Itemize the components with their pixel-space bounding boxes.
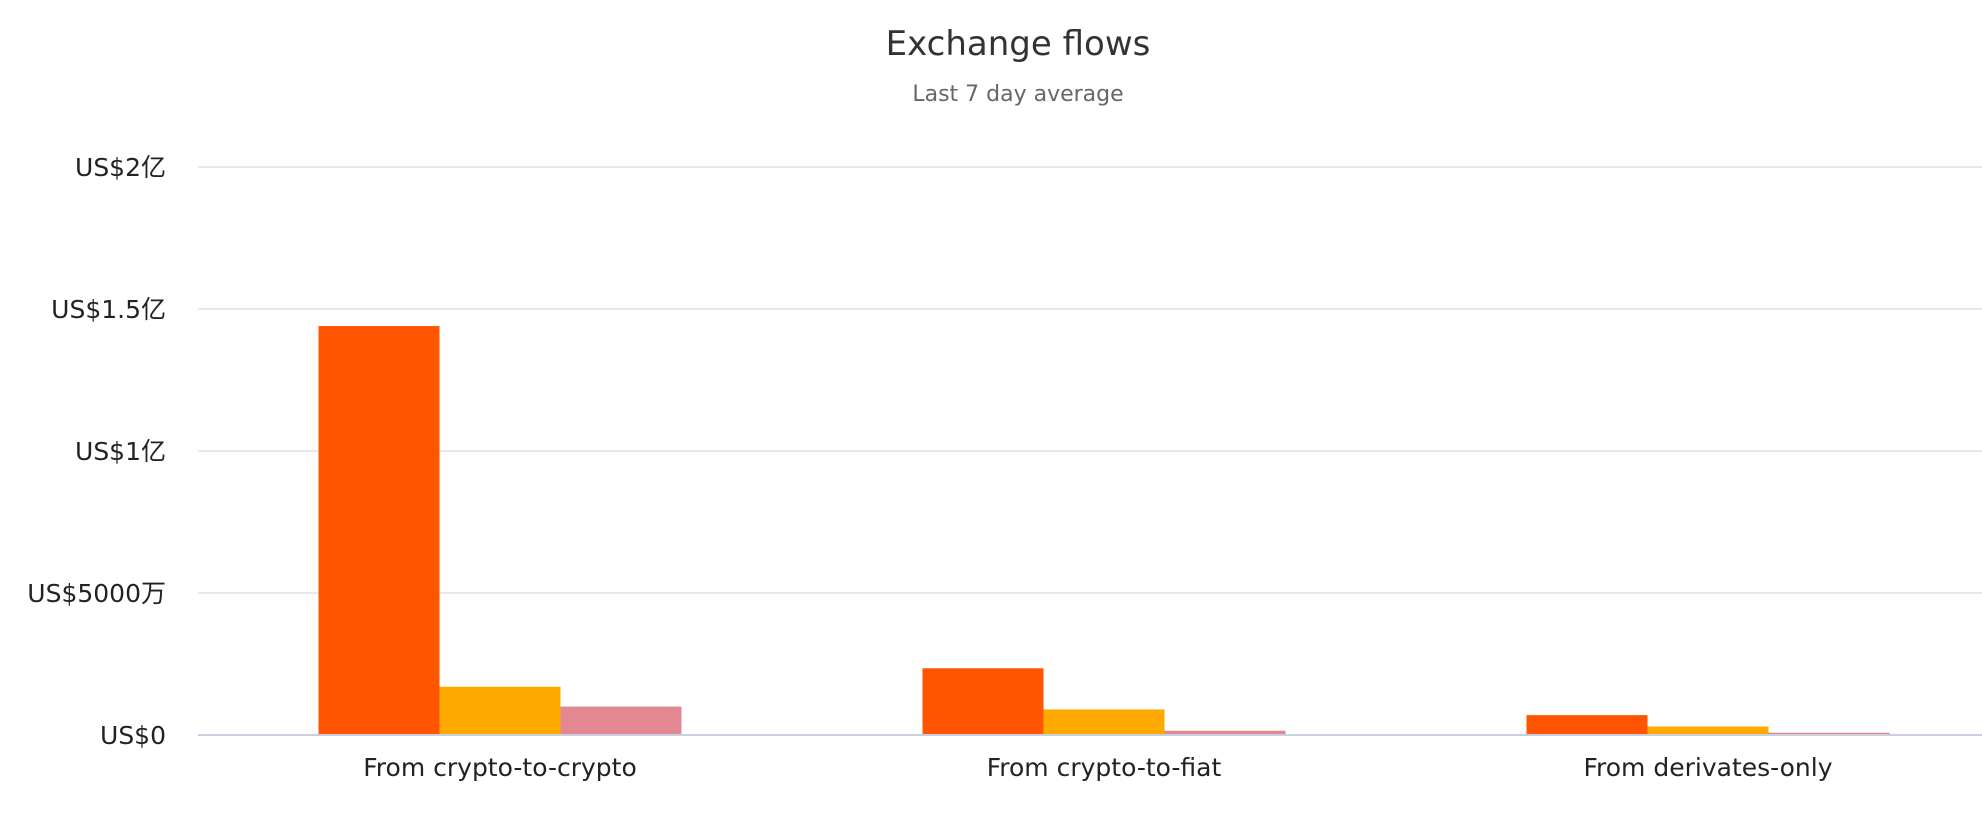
bar — [1164, 730, 1286, 735]
y-tick-label: US$1亿 — [75, 437, 166, 466]
x-category-label: From crypto-to-fiat — [987, 753, 1222, 782]
bar — [439, 686, 561, 735]
y-tick-label: US$2亿 — [75, 153, 166, 182]
bar — [1647, 726, 1769, 735]
y-tick-label: US$1.5亿 — [51, 295, 166, 324]
bar — [1526, 715, 1648, 735]
bar — [1043, 709, 1165, 735]
x-category-label: From crypto-to-crypto — [363, 753, 637, 782]
bar — [922, 668, 1044, 735]
x-category-label: From derivates-only — [1583, 753, 1832, 782]
chart-title: Exchange flows — [885, 24, 1151, 64]
bar — [560, 706, 682, 735]
bar — [318, 326, 440, 735]
y-tick-label: US$0 — [100, 721, 166, 750]
y-tick-label: US$5000万 — [27, 579, 166, 608]
bar — [1768, 732, 1890, 735]
chart-subtitle: Last 7 day average — [912, 82, 1124, 107]
